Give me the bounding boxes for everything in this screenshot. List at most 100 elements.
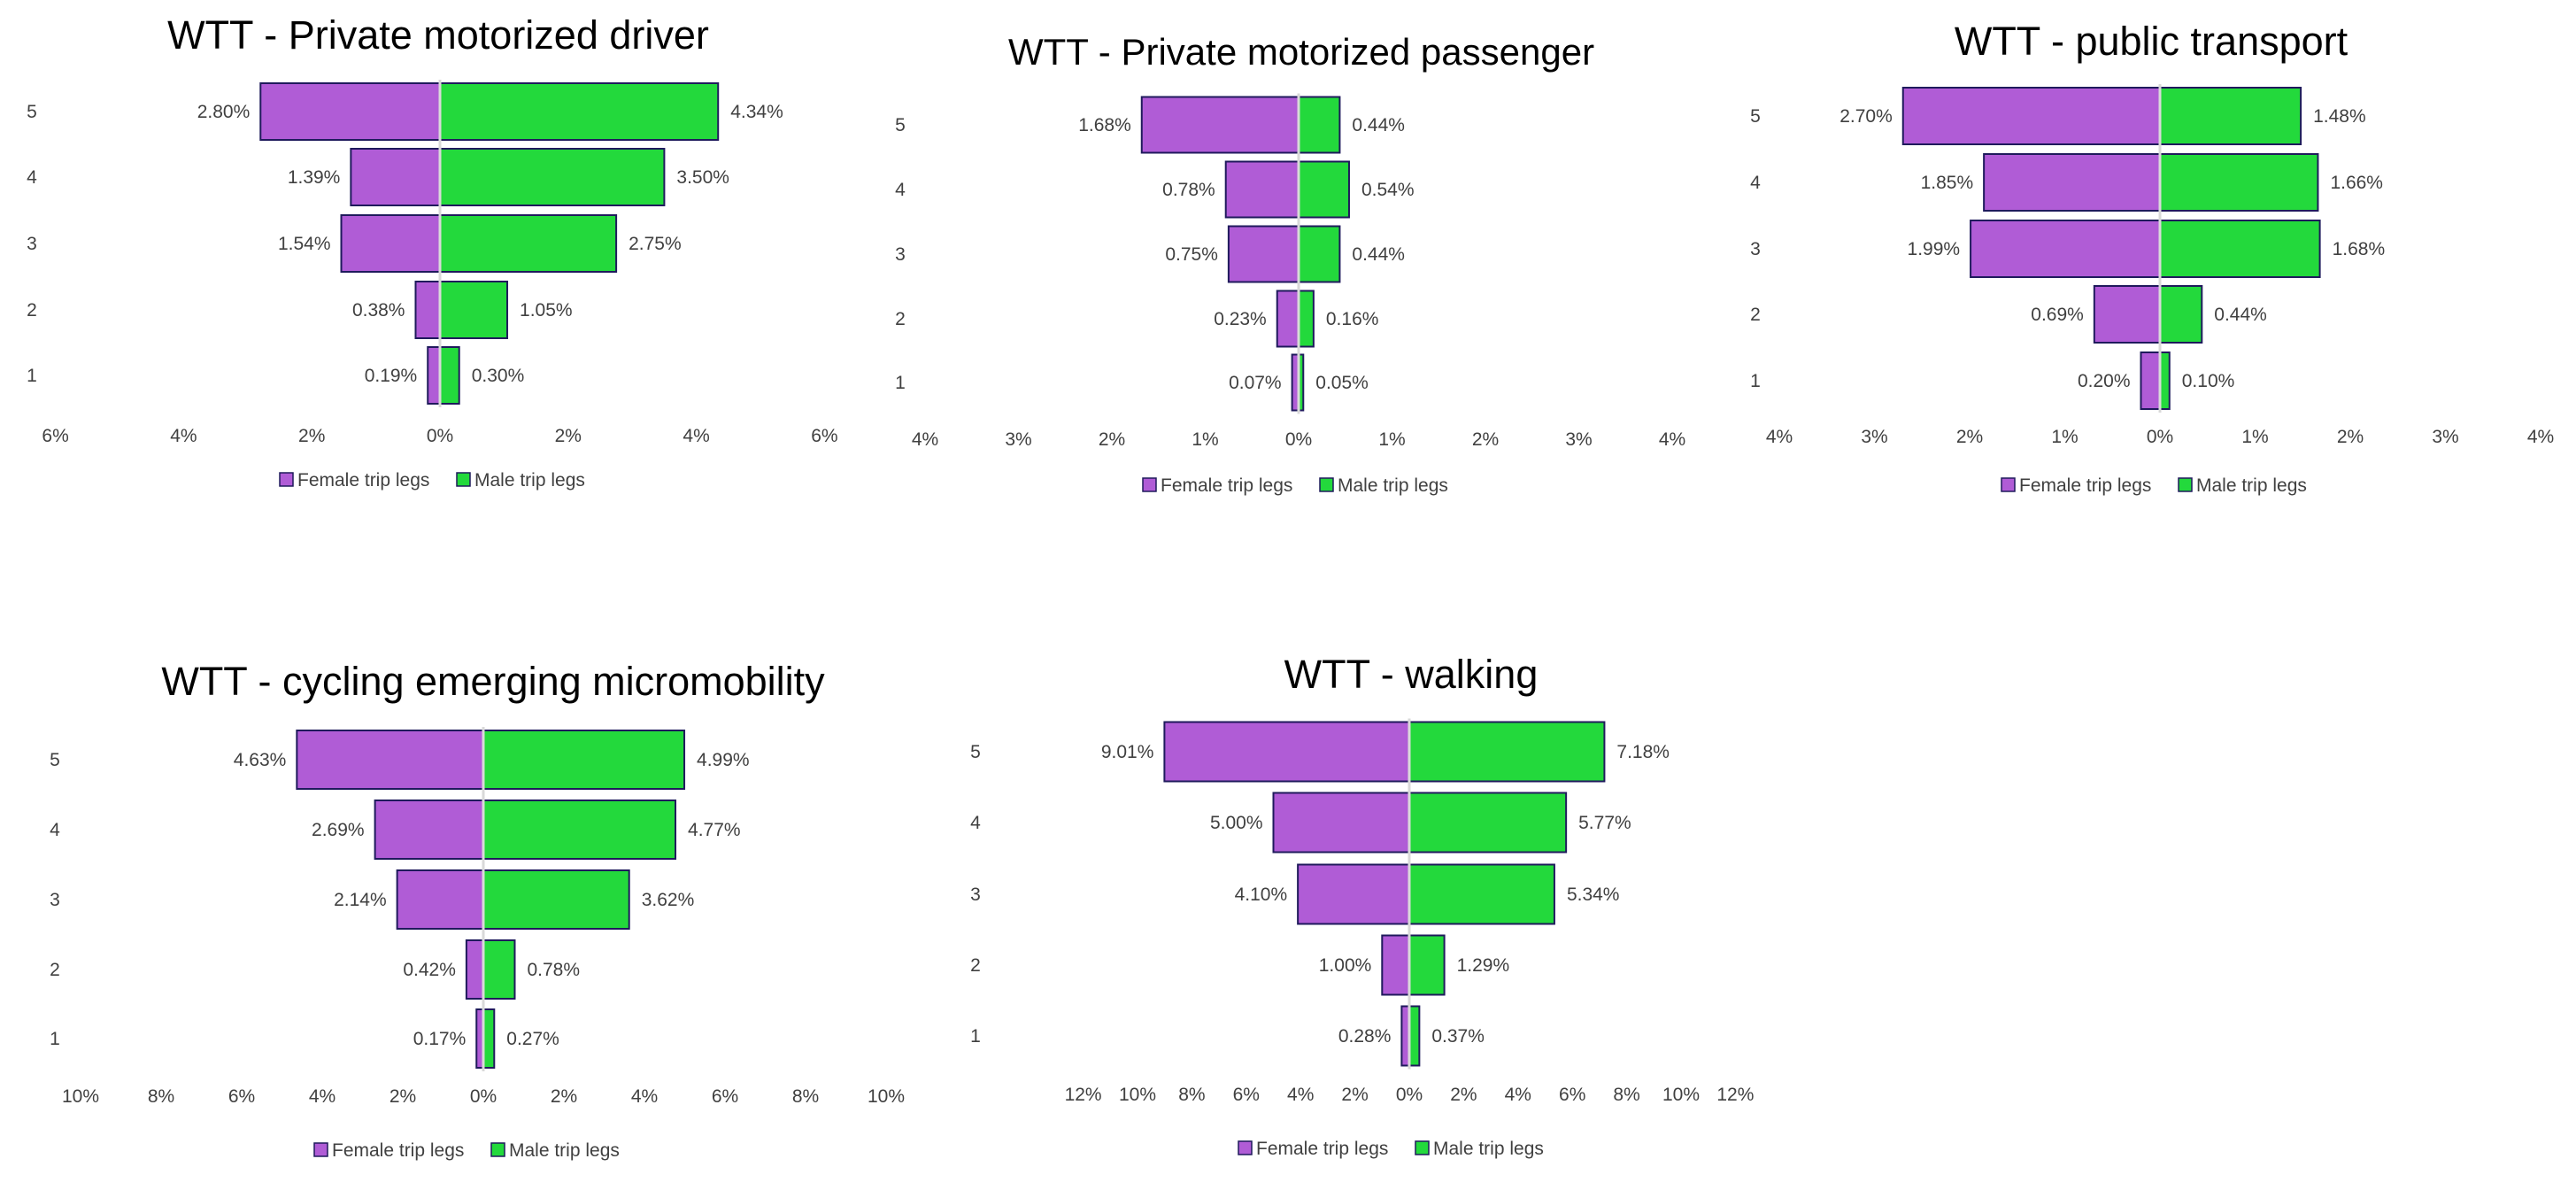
x-tick-label-walking-2: 8%: [1178, 1085, 1205, 1105]
category-label-private-driver-1: 1: [27, 366, 37, 386]
female-data-label-walking-1: 0.28%: [1338, 1026, 1392, 1047]
male-bar-public-transport-3: [2159, 220, 2321, 278]
x-tick-label-private-driver-6: 6%: [811, 426, 837, 446]
female-data-label-private-driver-1: 0.19%: [365, 366, 418, 386]
female-data-label-private-driver-3: 1.54%: [278, 234, 331, 254]
male-data-label-walking-1: 0.37%: [1431, 1026, 1485, 1047]
x-tick-label-private-passenger-7: 3%: [1565, 429, 1592, 450]
category-label-private-passenger-5: 5: [895, 115, 906, 135]
category-label-cycling-4: 4: [50, 820, 60, 840]
female-bar-private-driver-5: [259, 82, 441, 141]
x-tick-label-cycling-8: 6%: [712, 1086, 738, 1107]
legend-female-label-public-transport: Female trip legs: [2019, 475, 2151, 496]
chart-title-private-driver: WTT - Private motorized driver: [167, 12, 709, 58]
female-data-label-private-passenger-1: 0.07%: [1229, 373, 1282, 393]
x-tick-label-cycling-1: 8%: [148, 1086, 174, 1107]
male-data-label-cycling-4: 4.77%: [688, 820, 741, 840]
male-data-label-public-transport-5: 1.48%: [2313, 106, 2366, 127]
x-tick-label-walking-10: 8%: [1613, 1085, 1639, 1105]
male-data-label-cycling-3: 3.62%: [642, 890, 695, 910]
x-tick-label-walking-4: 4%: [1287, 1085, 1314, 1105]
chart-title-walking: WTT - walking: [1284, 652, 1539, 697]
male-data-label-private-passenger-2: 0.16%: [1326, 309, 1379, 329]
female-bar-cycling-4: [374, 800, 485, 860]
male-bar-public-transport-5: [2159, 87, 2302, 145]
male-bar-public-transport-1: [2159, 352, 2171, 410]
legend-male-label-private-driver: Male trip legs: [474, 470, 585, 491]
category-label-cycling-1: 1: [50, 1029, 60, 1049]
chart-panel-private-passenger: WTT - Private motorized passenger 1.68% 0.…: [0, 0, 1735, 531]
male-data-label-private-driver-4: 3.50%: [676, 167, 729, 188]
legend-male-swatch-cycling: [490, 1142, 505, 1157]
legend-private-passenger: Female trip legs Male trip legs: [1142, 475, 1448, 496]
x-tick-label-private-passenger-6: 2%: [1472, 429, 1499, 450]
category-label-public-transport-4: 4: [1750, 173, 1761, 193]
chart-panel-private-driver: WTT - Private motorized driver 2.80% 4.34%…: [0, 0, 850, 531]
legend-male-swatch-walking: [1415, 1140, 1430, 1155]
female-data-label-cycling-5: 4.63%: [234, 750, 287, 770]
legend-male-label-public-transport: Male trip legs: [2196, 475, 2307, 496]
female-bar-private-passenger-4: [1224, 160, 1300, 219]
female-data-label-cycling-1: 0.17%: [413, 1029, 467, 1049]
x-tick-label-private-passenger-3: 1%: [1192, 429, 1218, 450]
female-data-label-private-passenger-2: 0.23%: [1214, 309, 1267, 329]
female-bar-public-transport-1: [2140, 352, 2161, 410]
female-data-label-public-transport-2: 0.69%: [2031, 305, 2084, 325]
category-label-private-passenger-4: 4: [895, 180, 906, 200]
female-bar-private-driver-4: [350, 148, 442, 206]
category-label-private-passenger-2: 2: [895, 309, 906, 329]
male-bar-cycling-3: [482, 869, 630, 930]
category-label-walking-1: 1: [970, 1026, 981, 1047]
x-tick-label-private-driver-4: 2%: [555, 426, 582, 446]
chart-title-private-passenger: WTT - Private motorized passenger: [1008, 31, 1594, 73]
male-bar-private-driver-2: [439, 281, 509, 339]
female-data-label-public-transport-3: 1.99%: [1908, 239, 1961, 259]
x-tick-label-public-transport-2: 2%: [1956, 427, 1983, 447]
female-data-label-walking-3: 4.10%: [1235, 885, 1288, 905]
male-bar-public-transport-2: [2159, 285, 2203, 344]
x-tick-label-walking-7: 2%: [1450, 1085, 1477, 1105]
female-data-label-private-passenger-3: 0.75%: [1165, 244, 1218, 265]
legend-female-swatch-walking: [1238, 1140, 1253, 1155]
female-bar-private-passenger-3: [1227, 225, 1300, 283]
category-label-walking-2: 2: [970, 955, 981, 976]
x-tick-label-cycling-2: 6%: [228, 1086, 255, 1107]
x-tick-label-walking-0: 12%: [1065, 1085, 1102, 1105]
male-bar-walking-2: [1408, 934, 1446, 996]
male-data-label-walking-5: 7.18%: [1616, 742, 1670, 762]
chart-panel-public-transport: WTT - public transport 2.70% 1.48% 5 1.85% 1.…: [0, 0, 2576, 531]
chart-svg-public-transport: WTT - public transport 2.70% 1.48% 5 1.85% 1.…: [1750, 19, 2554, 496]
x-tick-label-private-driver-1: 4%: [170, 426, 197, 446]
x-tick-label-cycling-6: 2%: [551, 1086, 577, 1107]
legend-female-swatch-private-passenger: [1142, 477, 1157, 492]
chart-svg-walking: WTT - walking 9.01% 7.18% 5 5.00% 5.77% 4 4.10%…: [970, 652, 1754, 1159]
x-tick-label-walking-12: 12%: [1716, 1085, 1754, 1105]
male-bar-private-passenger-5: [1298, 96, 1341, 154]
x-tick-label-cycling-10: 10%: [868, 1086, 905, 1107]
female-data-label-private-passenger-5: 1.68%: [1078, 115, 1131, 135]
legend-female-label-private-driver: Female trip legs: [297, 470, 429, 491]
category-label-public-transport-5: 5: [1750, 106, 1761, 127]
x-tick-label-public-transport-0: 4%: [1766, 427, 1793, 447]
male-data-label-private-driver-1: 0.30%: [472, 366, 525, 386]
x-tick-label-walking-1: 10%: [1119, 1085, 1156, 1105]
legend-female-swatch-private-driver: [279, 472, 294, 487]
x-tick-label-public-transport-6: 2%: [2337, 427, 2364, 447]
legend-female-label-cycling: Female trip legs: [332, 1140, 464, 1161]
legend-male-label-private-passenger: Male trip legs: [1338, 475, 1448, 496]
male-data-label-cycling-5: 4.99%: [697, 750, 750, 770]
category-label-private-passenger-1: 1: [895, 373, 906, 393]
male-bar-private-passenger-3: [1298, 225, 1341, 283]
male-bar-cycling-5: [482, 730, 686, 790]
category-label-walking-3: 3: [970, 885, 981, 905]
female-bar-public-transport-5: [1901, 87, 2161, 145]
x-tick-label-private-passenger-5: 1%: [1378, 429, 1405, 450]
x-tick-label-private-driver-2: 2%: [298, 426, 325, 446]
male-data-label-private-passenger-5: 0.44%: [1352, 115, 1405, 135]
male-bar-walking-4: [1408, 792, 1568, 854]
x-tick-label-private-driver-3: 0%: [427, 426, 453, 446]
category-label-private-driver-2: 2: [27, 300, 37, 321]
female-data-label-walking-4: 5.00%: [1210, 813, 1263, 833]
legend-female-swatch-cycling: [313, 1142, 328, 1157]
male-data-label-private-driver-2: 1.05%: [520, 300, 573, 321]
